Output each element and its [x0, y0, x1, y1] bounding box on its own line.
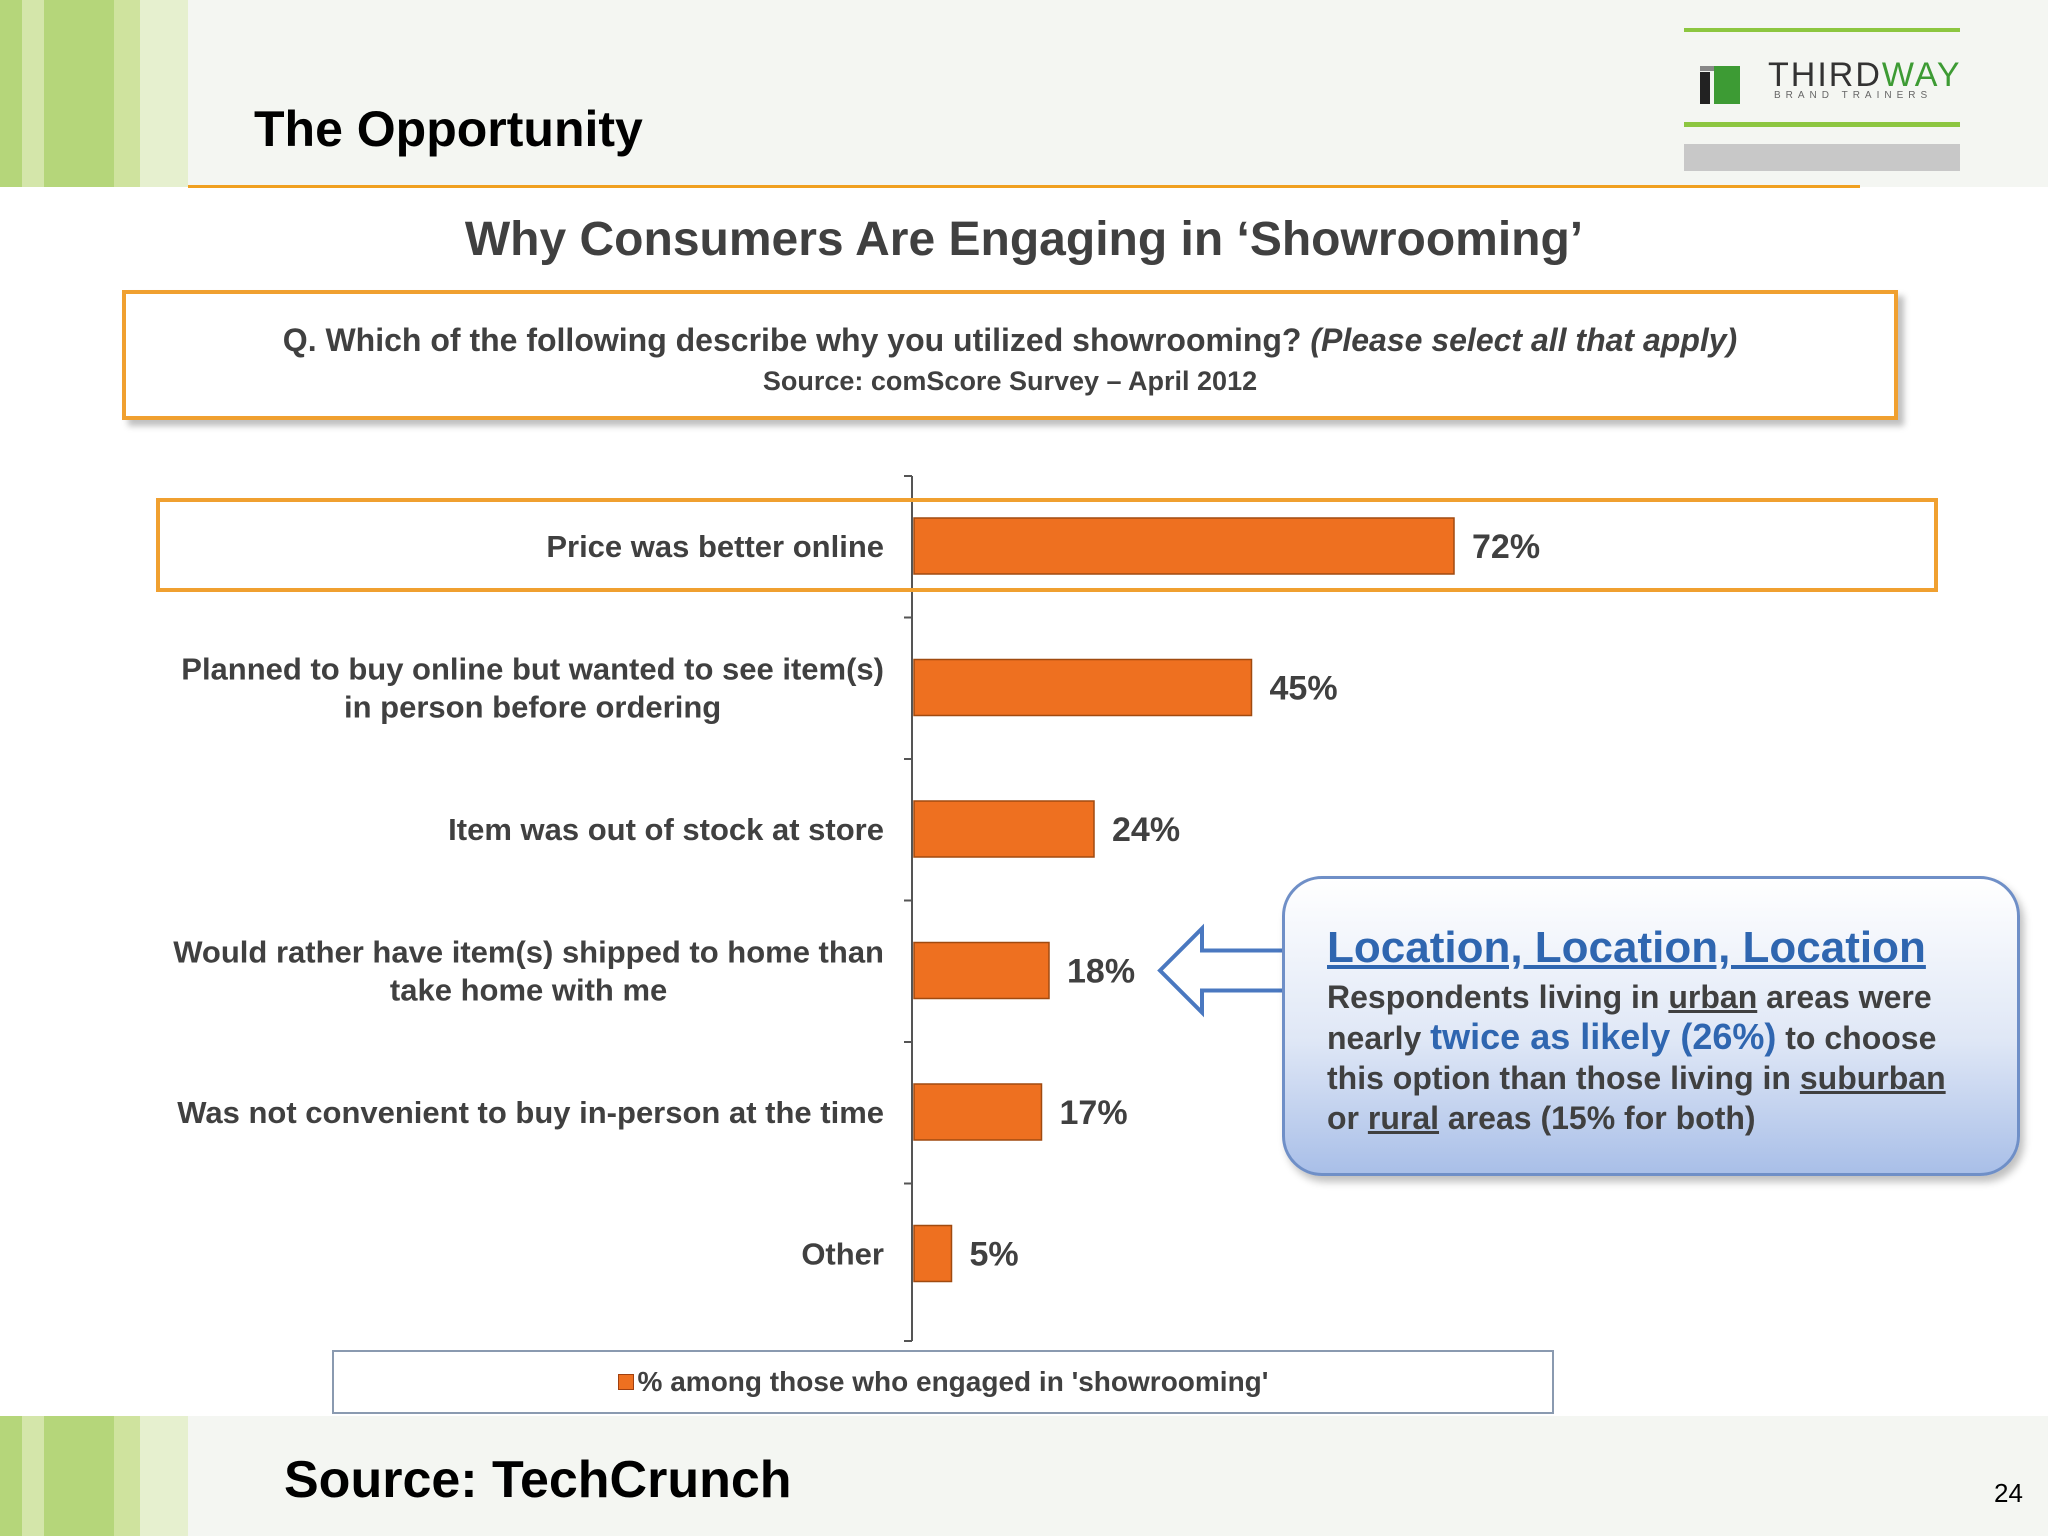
value-label: 72%	[1472, 528, 1540, 566]
bar	[913, 941, 1050, 1000]
chart-legend: % among those who engaged in 'showroomin…	[332, 1350, 1554, 1414]
side-stripe	[22, 0, 44, 187]
side-stripe	[22, 1416, 44, 1536]
bar	[913, 517, 1455, 575]
highlight-box	[156, 498, 1938, 592]
question-note: (Please select all that apply)	[1310, 322, 1738, 358]
callout-arrow	[1157, 923, 1286, 1018]
location-callout: Location, Location, Location Respondents…	[1282, 876, 2020, 1176]
bar	[913, 1224, 953, 1283]
category-label: Other	[801, 1237, 884, 1272]
category-label: Planned to buy online but wanted to see …	[181, 652, 884, 687]
value-label: 45%	[1270, 670, 1338, 708]
bar	[913, 1083, 1043, 1141]
logo-text-a: THIRD	[1768, 56, 1882, 94]
survey-source: Source: comScore Survey – April 2012	[762, 366, 1258, 396]
header-rule	[188, 185, 1860, 188]
question-text: Q. Which of the following describe why y…	[282, 322, 1302, 358]
side-stripe	[140, 0, 188, 187]
callout-body: Respondents living in urban areas were n…	[1327, 979, 1946, 1136]
slide-source: Source: TechCrunch	[284, 1451, 792, 1509]
chart-title: Why Consumers Are Engaging in ‘Showroomi…	[464, 213, 1584, 266]
side-stripe	[0, 1416, 22, 1536]
logo-text-b: WAY	[1881, 56, 1962, 94]
category-label: Item was out of stock at store	[448, 812, 884, 847]
side-stripe	[44, 0, 114, 187]
category-label: Price was better online	[546, 529, 884, 564]
logo-tagline: BRAND TRAINERS	[1774, 90, 1933, 101]
value-label: 17%	[1060, 1094, 1128, 1132]
side-stripe	[44, 1416, 114, 1536]
value-label: 18%	[1067, 953, 1135, 991]
category-label: take home with me	[390, 973, 667, 1008]
thirdway-logo: THIRDWAY BRAND TRAINERS	[1684, 28, 1960, 172]
slide-title: The Opportunity	[254, 101, 643, 157]
value-label: 24%	[1112, 811, 1180, 849]
question-box: Q. Which of the following describe why y…	[122, 290, 1898, 420]
page-number: 24	[1994, 1478, 2023, 1508]
side-stripe	[114, 0, 140, 187]
category-label: Would rather have item(s) shipped to hom…	[173, 935, 884, 970]
bar	[913, 800, 1095, 858]
footer-band	[0, 1416, 2048, 1536]
bar	[913, 658, 1253, 717]
callout-title: Location, Location, Location	[1327, 923, 1926, 972]
side-stripe	[140, 1416, 188, 1536]
category-label: in person before ordering	[344, 690, 721, 725]
category-label: Was not convenient to buy in-person at t…	[177, 1095, 884, 1130]
side-stripe	[114, 1416, 140, 1536]
legend-label: % among those who engaged in 'showroomin…	[637, 1366, 1269, 1397]
value-label: 5%	[970, 1236, 1019, 1274]
side-stripe	[0, 0, 22, 187]
legend-swatch	[617, 1374, 634, 1390]
